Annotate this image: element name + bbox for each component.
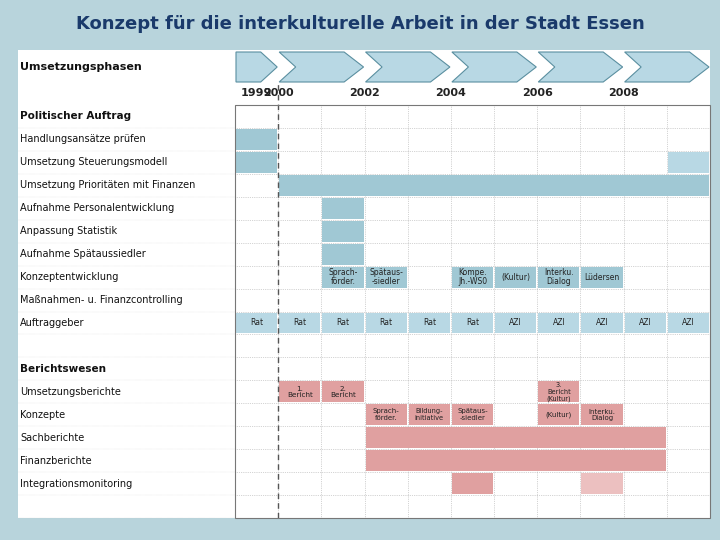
Bar: [279, 313, 320, 333]
Bar: [323, 267, 364, 288]
Text: 1.
Bericht: 1. Bericht: [287, 386, 312, 398]
Bar: [582, 313, 623, 333]
Bar: [323, 381, 364, 402]
Bar: [495, 267, 536, 288]
Bar: [236, 129, 277, 150]
Text: Sprach-
förder.: Sprach- förder.: [328, 268, 358, 286]
Text: Auftraggeber: Auftraggeber: [20, 318, 84, 328]
Text: Umsetzung Steuerungsmodell: Umsetzung Steuerungsmodell: [20, 157, 167, 167]
Text: 2.
Bericht: 2. Bericht: [330, 386, 356, 398]
Bar: [366, 313, 407, 333]
Bar: [323, 198, 364, 219]
Text: Integrationsmonitoring: Integrationsmonitoring: [20, 478, 132, 489]
Bar: [235, 105, 710, 518]
Polygon shape: [452, 52, 536, 82]
Bar: [323, 221, 364, 242]
Text: Rat: Rat: [423, 319, 436, 327]
Bar: [323, 244, 364, 265]
Text: 2004: 2004: [436, 88, 467, 98]
Bar: [236, 152, 277, 173]
Bar: [323, 313, 364, 333]
Text: Rat: Rat: [336, 319, 349, 327]
Text: Lüdersen: Lüdersen: [585, 273, 620, 281]
Bar: [539, 404, 580, 425]
Bar: [582, 473, 623, 494]
Text: Umsetzungsberichte: Umsetzungsberichte: [20, 387, 121, 397]
Bar: [366, 404, 407, 425]
Text: Sprach-
förder.: Sprach- förder.: [373, 408, 400, 421]
Text: Anpassung Statistik: Anpassung Statistik: [20, 226, 117, 236]
Text: Rat: Rat: [250, 319, 263, 327]
Bar: [409, 404, 450, 425]
Text: 2000: 2000: [263, 88, 294, 98]
Bar: [539, 381, 580, 402]
Polygon shape: [539, 52, 623, 82]
Text: Konzepte: Konzepte: [20, 410, 65, 420]
Text: Handlungsansätze prüfen: Handlungsansätze prüfen: [20, 134, 145, 144]
Polygon shape: [236, 52, 277, 82]
Text: AZI: AZI: [682, 319, 695, 327]
Text: Rat: Rat: [379, 319, 392, 327]
Bar: [279, 381, 320, 402]
Text: Rat: Rat: [293, 319, 306, 327]
Text: Berichtswesen: Berichtswesen: [20, 364, 106, 374]
Bar: [18, 50, 710, 518]
Text: Politischer Auftrag: Politischer Auftrag: [20, 111, 131, 122]
Bar: [452, 313, 493, 333]
Text: Interku.
Dialog: Interku. Dialog: [544, 268, 574, 286]
Bar: [539, 267, 580, 288]
Bar: [366, 267, 407, 288]
Text: Spätaus-
-siedler: Spätaus- -siedler: [369, 268, 403, 286]
Text: 3.
Bericht
(Kultur): 3. Bericht (Kultur): [546, 382, 571, 402]
Text: Rat: Rat: [466, 319, 479, 327]
Bar: [279, 175, 709, 196]
Text: Umsetzung Prioritäten mit Finanzen: Umsetzung Prioritäten mit Finanzen: [20, 180, 195, 190]
Polygon shape: [366, 52, 450, 82]
Bar: [495, 313, 536, 333]
Polygon shape: [625, 52, 709, 82]
Bar: [409, 313, 450, 333]
Text: Maßnahmen- u. Finanzcontrolling: Maßnahmen- u. Finanzcontrolling: [20, 295, 183, 305]
Text: AZI: AZI: [509, 319, 522, 327]
Bar: [236, 313, 277, 333]
Text: Spätaus-
-siedler: Spätaus- -siedler: [457, 408, 488, 421]
Text: (Kultur): (Kultur): [501, 273, 530, 281]
Text: (Kultur): (Kultur): [546, 411, 572, 418]
Bar: [582, 404, 623, 425]
Text: Umsetzungsphasen: Umsetzungsphasen: [20, 62, 142, 72]
Text: 2006: 2006: [522, 88, 553, 98]
Text: Konzept für die interkulturelle Arbeit in der Stadt Essen: Konzept für die interkulturelle Arbeit i…: [76, 15, 644, 33]
Text: Sachberichte: Sachberichte: [20, 433, 84, 443]
Bar: [452, 267, 493, 288]
Bar: [366, 450, 666, 471]
Text: Interku.
Dialog: Interku. Dialog: [588, 408, 616, 421]
Bar: [582, 267, 623, 288]
Text: AZI: AZI: [639, 319, 652, 327]
Bar: [668, 313, 709, 333]
Text: Aufnahme Spätaussiedler: Aufnahme Spätaussiedler: [20, 249, 145, 259]
Polygon shape: [279, 52, 364, 82]
Text: 2002: 2002: [349, 88, 380, 98]
Text: 2008: 2008: [608, 88, 639, 98]
Text: Aufnahme Personalentwicklung: Aufnahme Personalentwicklung: [20, 203, 174, 213]
Bar: [668, 152, 709, 173]
Text: Kompe.
Jh.-WS0: Kompe. Jh.-WS0: [458, 268, 487, 286]
Text: Bildung-
initiative: Bildung- initiative: [415, 408, 444, 421]
Text: AZI: AZI: [552, 319, 565, 327]
Text: Finanzberichte: Finanzberichte: [20, 456, 91, 465]
Bar: [539, 313, 580, 333]
Bar: [452, 473, 493, 494]
Text: Konzeptentwicklung: Konzeptentwicklung: [20, 272, 118, 282]
Text: 1999: 1999: [241, 88, 272, 98]
Bar: [625, 313, 666, 333]
Bar: [366, 427, 666, 448]
Text: AZI: AZI: [595, 319, 608, 327]
Bar: [452, 404, 493, 425]
